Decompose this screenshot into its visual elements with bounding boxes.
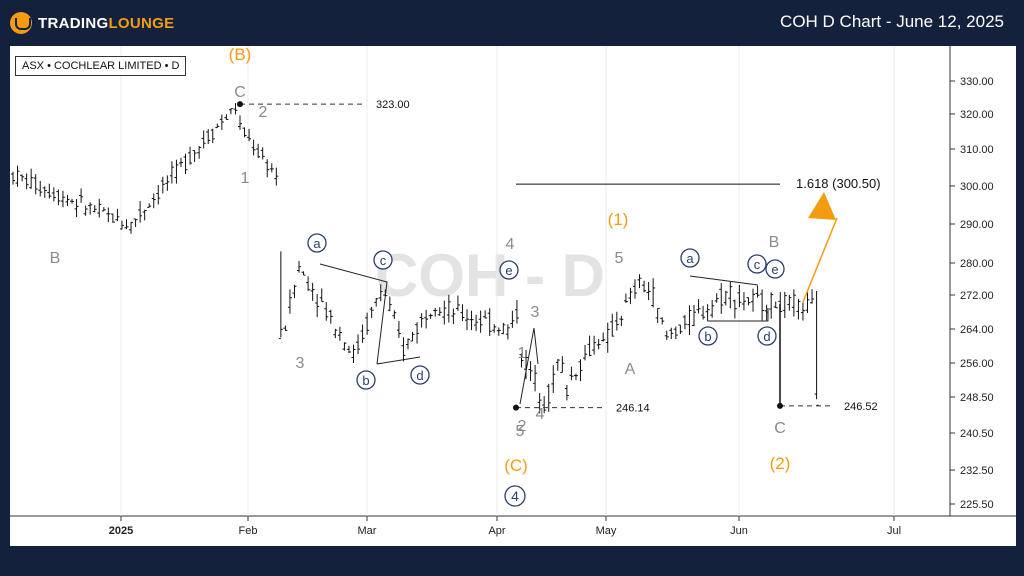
- y-tick-label: 225.50: [960, 499, 994, 511]
- projection-line: [802, 217, 838, 303]
- level-dot: [513, 404, 519, 411]
- wave-label-text: 5: [615, 250, 624, 267]
- symbol-label: ASX • COCHLEAR LIMITED • D: [15, 56, 187, 76]
- wave-label-text: 2: [518, 418, 527, 435]
- x-tick-label: Mar: [358, 525, 377, 537]
- watermark: COH - D: [375, 242, 605, 309]
- y-tick-label: 240.50: [960, 428, 994, 440]
- wave-circle-label: [410, 365, 430, 385]
- wave-label-text: 3: [296, 355, 305, 372]
- wave-label-text: a: [686, 251, 694, 266]
- brand-logo: TRADINGLOUNGE: [10, 10, 174, 36]
- x-tick-label: May: [596, 525, 617, 537]
- wave-label-text: C: [774, 420, 786, 437]
- wave-label-text: B: [769, 234, 780, 251]
- y-tick-label: 320.00: [960, 109, 994, 121]
- top-bar: TRADINGLOUNGE COH D Chart - June 12, 202…: [0, 0, 1024, 46]
- price-chart: COH - D 330.00 320.00 310.00 300.00 290.00 280…: [10, 46, 1016, 537]
- y-tick-label: 264.00: [960, 324, 994, 336]
- logo-icon: [10, 12, 32, 34]
- y-tick-label: 256.00: [960, 358, 994, 370]
- wave-label-text: (B): [229, 46, 252, 64]
- y-tick-label: 272.00: [960, 290, 994, 302]
- wave-label-text: (2): [770, 454, 791, 473]
- wave-circle-label: [373, 250, 393, 270]
- wave-label-text: C: [234, 84, 246, 101]
- chart-panel: COH - D 330.00 320.00 310.00 300.00 290.00 280…: [10, 46, 1016, 546]
- wave-label-text: b: [362, 373, 369, 388]
- wave-circle-label: [680, 248, 700, 268]
- x-tick-label: Jul: [887, 525, 901, 537]
- price-level-label: 323.00: [376, 99, 410, 111]
- wave-label-text: c: [754, 257, 761, 272]
- wave-circle-label: [698, 326, 718, 346]
- wave-label-text: 1: [518, 345, 527, 362]
- x-tick-label: Apr: [488, 525, 505, 537]
- wave-circle-label: [307, 233, 327, 253]
- wave-label-text: 3: [531, 304, 540, 321]
- wave-label-text: c: [380, 253, 387, 268]
- wave-label-text: b: [704, 329, 711, 344]
- price-level-label: 1.618 (300.50): [796, 176, 881, 191]
- wave-label-text: e: [771, 262, 778, 277]
- y-tick-label: 330.00: [960, 76, 994, 88]
- wave-label-text: 5: [516, 423, 525, 440]
- wave-label-text: a: [313, 236, 321, 251]
- y-tick-label: 280.00: [960, 258, 994, 270]
- wave-circle-label: [499, 260, 519, 280]
- wave-label-text: A: [625, 361, 636, 378]
- wave-circle-label: [757, 326, 777, 346]
- chart-title: COH D Chart - June 12, 2025: [780, 12, 1004, 31]
- triangle-pattern-right-bottom: [708, 308, 769, 322]
- triangle-pattern-right-top: [689, 275, 759, 286]
- wave-label-text: (C): [504, 456, 528, 475]
- wave-label-text: 1: [241, 170, 250, 187]
- bottom-bar: [0, 546, 1024, 576]
- target-arrow-icon: [808, 192, 836, 220]
- level-dot: [777, 402, 783, 409]
- wave-label-text: (1): [608, 210, 629, 229]
- x-tick-label: Jun: [730, 525, 748, 537]
- y-tick-label: 248.50: [960, 392, 994, 404]
- wave-label-text: d: [416, 368, 423, 383]
- triangle-pattern-left-base: [376, 356, 421, 365]
- triangle-pattern-left: [319, 263, 388, 365]
- y-tick-label: 310.00: [960, 144, 994, 156]
- price-level-label: 246.14: [616, 403, 650, 415]
- wave-label-text: 4: [536, 406, 545, 423]
- y-tick-label: 232.50: [960, 465, 994, 477]
- wave-label-text: 4: [511, 488, 519, 504]
- x-tick-label: Feb: [239, 525, 258, 537]
- wave-label-text: e: [505, 263, 512, 278]
- y-tick-label: 290.00: [960, 219, 994, 231]
- wave-label-text: 2: [259, 104, 268, 121]
- wave-circle-label: [504, 485, 526, 507]
- wave-label-text: d: [763, 329, 770, 344]
- x-tick-label: 2025: [109, 525, 133, 537]
- level-dot: [237, 101, 243, 108]
- wave-circle-label: [356, 370, 376, 390]
- price-level-label: 246.52: [844, 401, 878, 413]
- wave-circle-label: [747, 254, 767, 274]
- wave-label-text: 4: [506, 236, 515, 253]
- impulse-leg-lines: [519, 327, 539, 405]
- wave-label-text: B: [50, 250, 61, 267]
- wave-circle-label: [765, 259, 785, 279]
- y-tick-label: 300.00: [960, 181, 994, 193]
- brand-name: TRADINGLOUNGE: [38, 14, 175, 32]
